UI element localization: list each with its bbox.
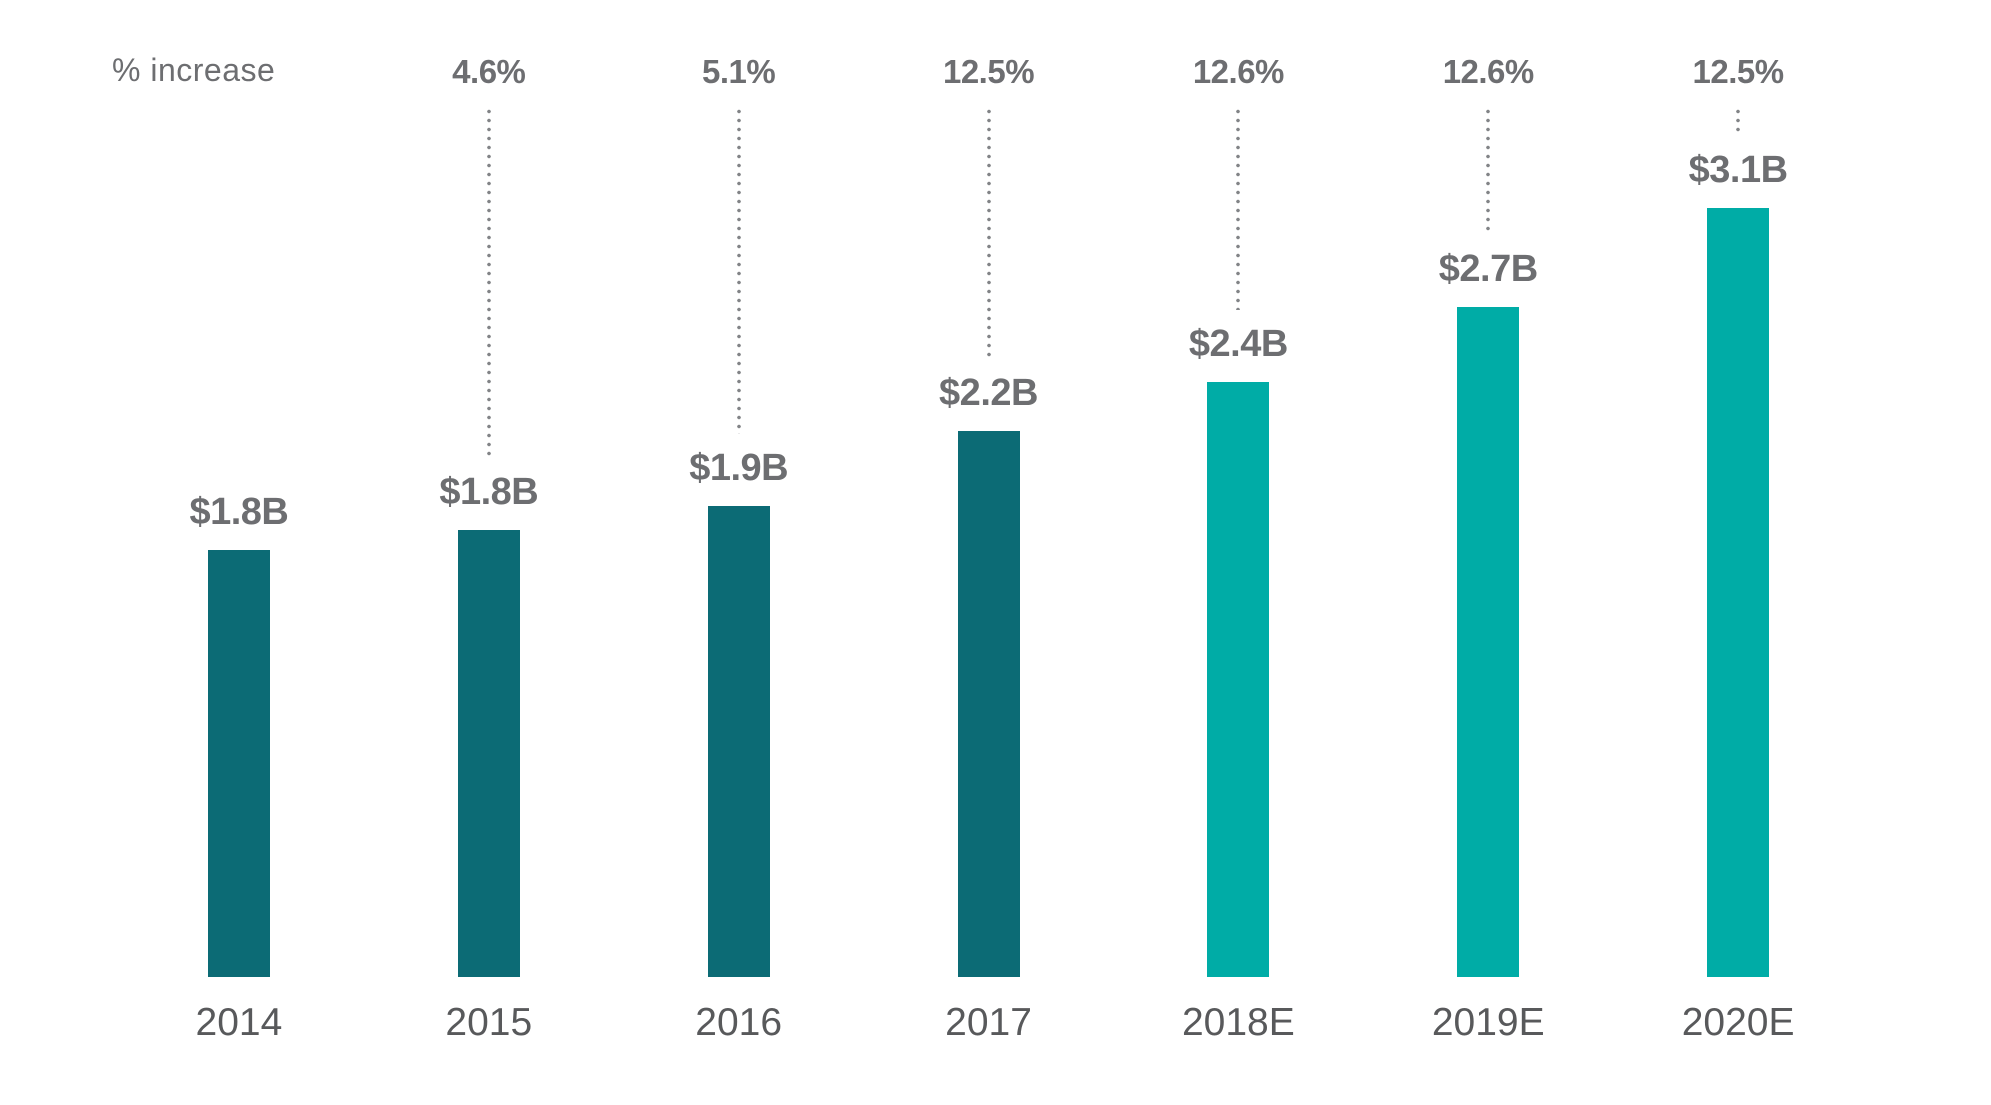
bar-column: 5.1% $1.9B 2016	[614, 48, 864, 1044]
pct-increase-label: 4.6%	[452, 53, 526, 90]
year-label: 2020E	[1681, 1001, 1795, 1044]
leader-line-dotted-icon	[736, 107, 741, 434]
leader-line-dotted-icon	[1736, 107, 1741, 136]
year-label: 2014	[195, 1001, 283, 1044]
year-label: 2017	[945, 1001, 1032, 1044]
bar	[1457, 307, 1520, 977]
pct-increase-label: 12.6%	[1442, 53, 1535, 90]
bar	[707, 506, 770, 977]
value-label: $2.7B	[1438, 248, 1538, 290]
value-label: $1.8B	[439, 471, 539, 513]
year-label: 2016	[695, 1001, 783, 1044]
leader-line-dotted-icon	[1486, 107, 1491, 235]
pct-increase-label: 12.6%	[1192, 53, 1285, 90]
bar	[1207, 382, 1270, 977]
bar	[457, 530, 520, 977]
bar	[207, 550, 270, 977]
year-label: 2019E	[1431, 1001, 1545, 1044]
leader-line-dotted-icon	[486, 107, 491, 458]
leader-line-dotted-icon	[986, 107, 991, 359]
bar	[957, 431, 1020, 977]
bar-column: 12.6% $2.7B 2019E	[1363, 48, 1613, 1044]
bar-column: $1.8B 2014	[114, 48, 364, 1044]
bar-column: 12.6% $2.4B 2018E	[1113, 48, 1363, 1044]
plot-area: $1.8B 2014 4.6% $1.8B 2015 5.1% $1.9B 20…	[114, 48, 1863, 1044]
leader-line-dotted-icon	[1236, 107, 1241, 310]
value-label: $3.1B	[1688, 149, 1788, 191]
value-label: $1.8B	[189, 491, 289, 533]
bar-column: 4.6% $1.8B 2015	[364, 48, 614, 1044]
value-label: $1.9B	[689, 447, 789, 489]
year-label: 2018E	[1181, 1001, 1295, 1044]
bar-column: 12.5% $3.1B 2020E	[1613, 48, 1863, 1044]
bar-column: 12.5% $2.2B 2017	[864, 48, 1114, 1044]
bar	[1707, 208, 1770, 977]
pct-increase-label: 12.5%	[1692, 53, 1785, 90]
pct-increase-label: 5.1%	[702, 53, 776, 90]
year-label: 2015	[445, 1001, 533, 1044]
pct-increase-axis-label: % increase	[112, 52, 276, 88]
value-label: $2.4B	[1188, 323, 1288, 365]
pct-increase-label: 12.5%	[942, 53, 1035, 90]
value-label: $2.2B	[939, 372, 1038, 414]
